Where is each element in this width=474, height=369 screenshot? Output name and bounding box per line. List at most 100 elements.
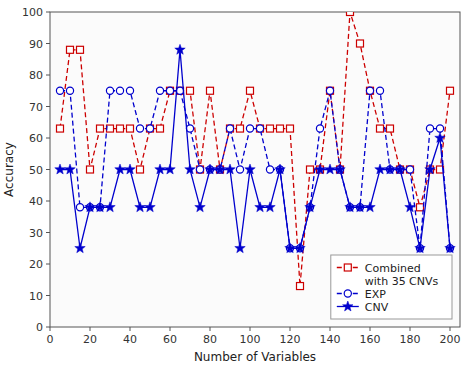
point (375, 164, 385, 174)
point (335, 164, 345, 174)
point (316, 125, 323, 132)
point (377, 125, 384, 132)
point (177, 87, 184, 94)
point (155, 164, 165, 174)
x-axis-label: Number of Variables (194, 350, 316, 364)
point (387, 125, 394, 132)
point (417, 204, 424, 211)
x-tick (290, 327, 291, 331)
legend-label: Combinedwith 35 CNVs (365, 262, 439, 288)
point (357, 40, 364, 47)
point (165, 164, 175, 174)
legend-box (331, 255, 452, 319)
legend-label: CNV (365, 301, 389, 314)
point (255, 202, 265, 212)
x-tick (90, 327, 91, 331)
point (156, 87, 163, 94)
legend-label: EXP (365, 288, 386, 301)
x-tick-label: 200 (440, 333, 461, 346)
legend-marker (344, 290, 351, 297)
y-tick (46, 201, 50, 202)
y-tick-label: 60 (29, 132, 43, 145)
point (175, 44, 185, 54)
point (266, 166, 273, 173)
point (325, 164, 335, 174)
point (347, 12, 354, 16)
y-tick (46, 138, 50, 139)
y-tick-label: 50 (29, 164, 43, 177)
series-line (60, 12, 450, 286)
y-tick-label: 80 (29, 69, 43, 82)
point (56, 87, 63, 94)
plot-frame (50, 12, 460, 327)
y-tick (46, 327, 50, 328)
x-tick-label: 140 (320, 333, 341, 346)
point (327, 87, 334, 94)
point (366, 87, 373, 94)
point (445, 243, 455, 253)
legend: Combinedwith 35 CNVsEXPCNV (331, 255, 452, 319)
y-tick-label: 70 (29, 101, 43, 114)
point (395, 164, 405, 174)
series (57, 12, 454, 290)
point (85, 202, 95, 212)
legend-marker (344, 264, 351, 271)
point (115, 164, 125, 174)
point (117, 125, 124, 132)
x-tick (410, 327, 411, 331)
point (257, 125, 264, 132)
x-tick-label: 80 (203, 333, 217, 346)
point (287, 125, 294, 132)
point (385, 164, 395, 174)
point (326, 87, 333, 94)
x-tick (330, 327, 331, 331)
point (265, 202, 275, 212)
point (57, 125, 64, 132)
point (315, 164, 325, 174)
y-tick-label: 30 (29, 227, 43, 240)
point (305, 202, 315, 212)
point (76, 204, 83, 211)
x-tick-label: 20 (83, 333, 97, 346)
x-tick-label: 100 (240, 333, 261, 346)
point (435, 133, 445, 143)
point (125, 164, 135, 174)
point (436, 125, 443, 132)
x-tick-label: 40 (123, 333, 137, 346)
point (157, 125, 164, 132)
point (126, 87, 133, 94)
point (407, 166, 414, 173)
point (167, 87, 174, 94)
y-tick-label: 100 (22, 6, 43, 19)
point (215, 164, 225, 174)
x-tick (170, 327, 171, 331)
point (97, 125, 104, 132)
point (367, 87, 374, 94)
point (137, 166, 144, 173)
y-tick (46, 106, 50, 107)
point (65, 164, 75, 174)
y-tick-label: 90 (29, 38, 43, 51)
series (55, 44, 455, 252)
x-tick (130, 327, 131, 331)
point (146, 125, 153, 132)
point (225, 164, 235, 174)
y-tick (46, 169, 50, 170)
point (425, 164, 435, 174)
y-tick (46, 12, 50, 13)
x-tick-label: 0 (47, 333, 54, 346)
x-tick (450, 327, 451, 331)
point (166, 87, 173, 94)
point (247, 87, 254, 94)
point (75, 243, 85, 253)
point (135, 202, 145, 212)
point (426, 125, 433, 132)
point (87, 166, 94, 173)
y-tick (46, 43, 50, 44)
x-tick-label: 60 (163, 333, 177, 346)
y-tick-label: 40 (29, 195, 43, 208)
point (256, 125, 263, 132)
point (295, 243, 305, 253)
point (285, 243, 295, 253)
point (406, 166, 413, 173)
